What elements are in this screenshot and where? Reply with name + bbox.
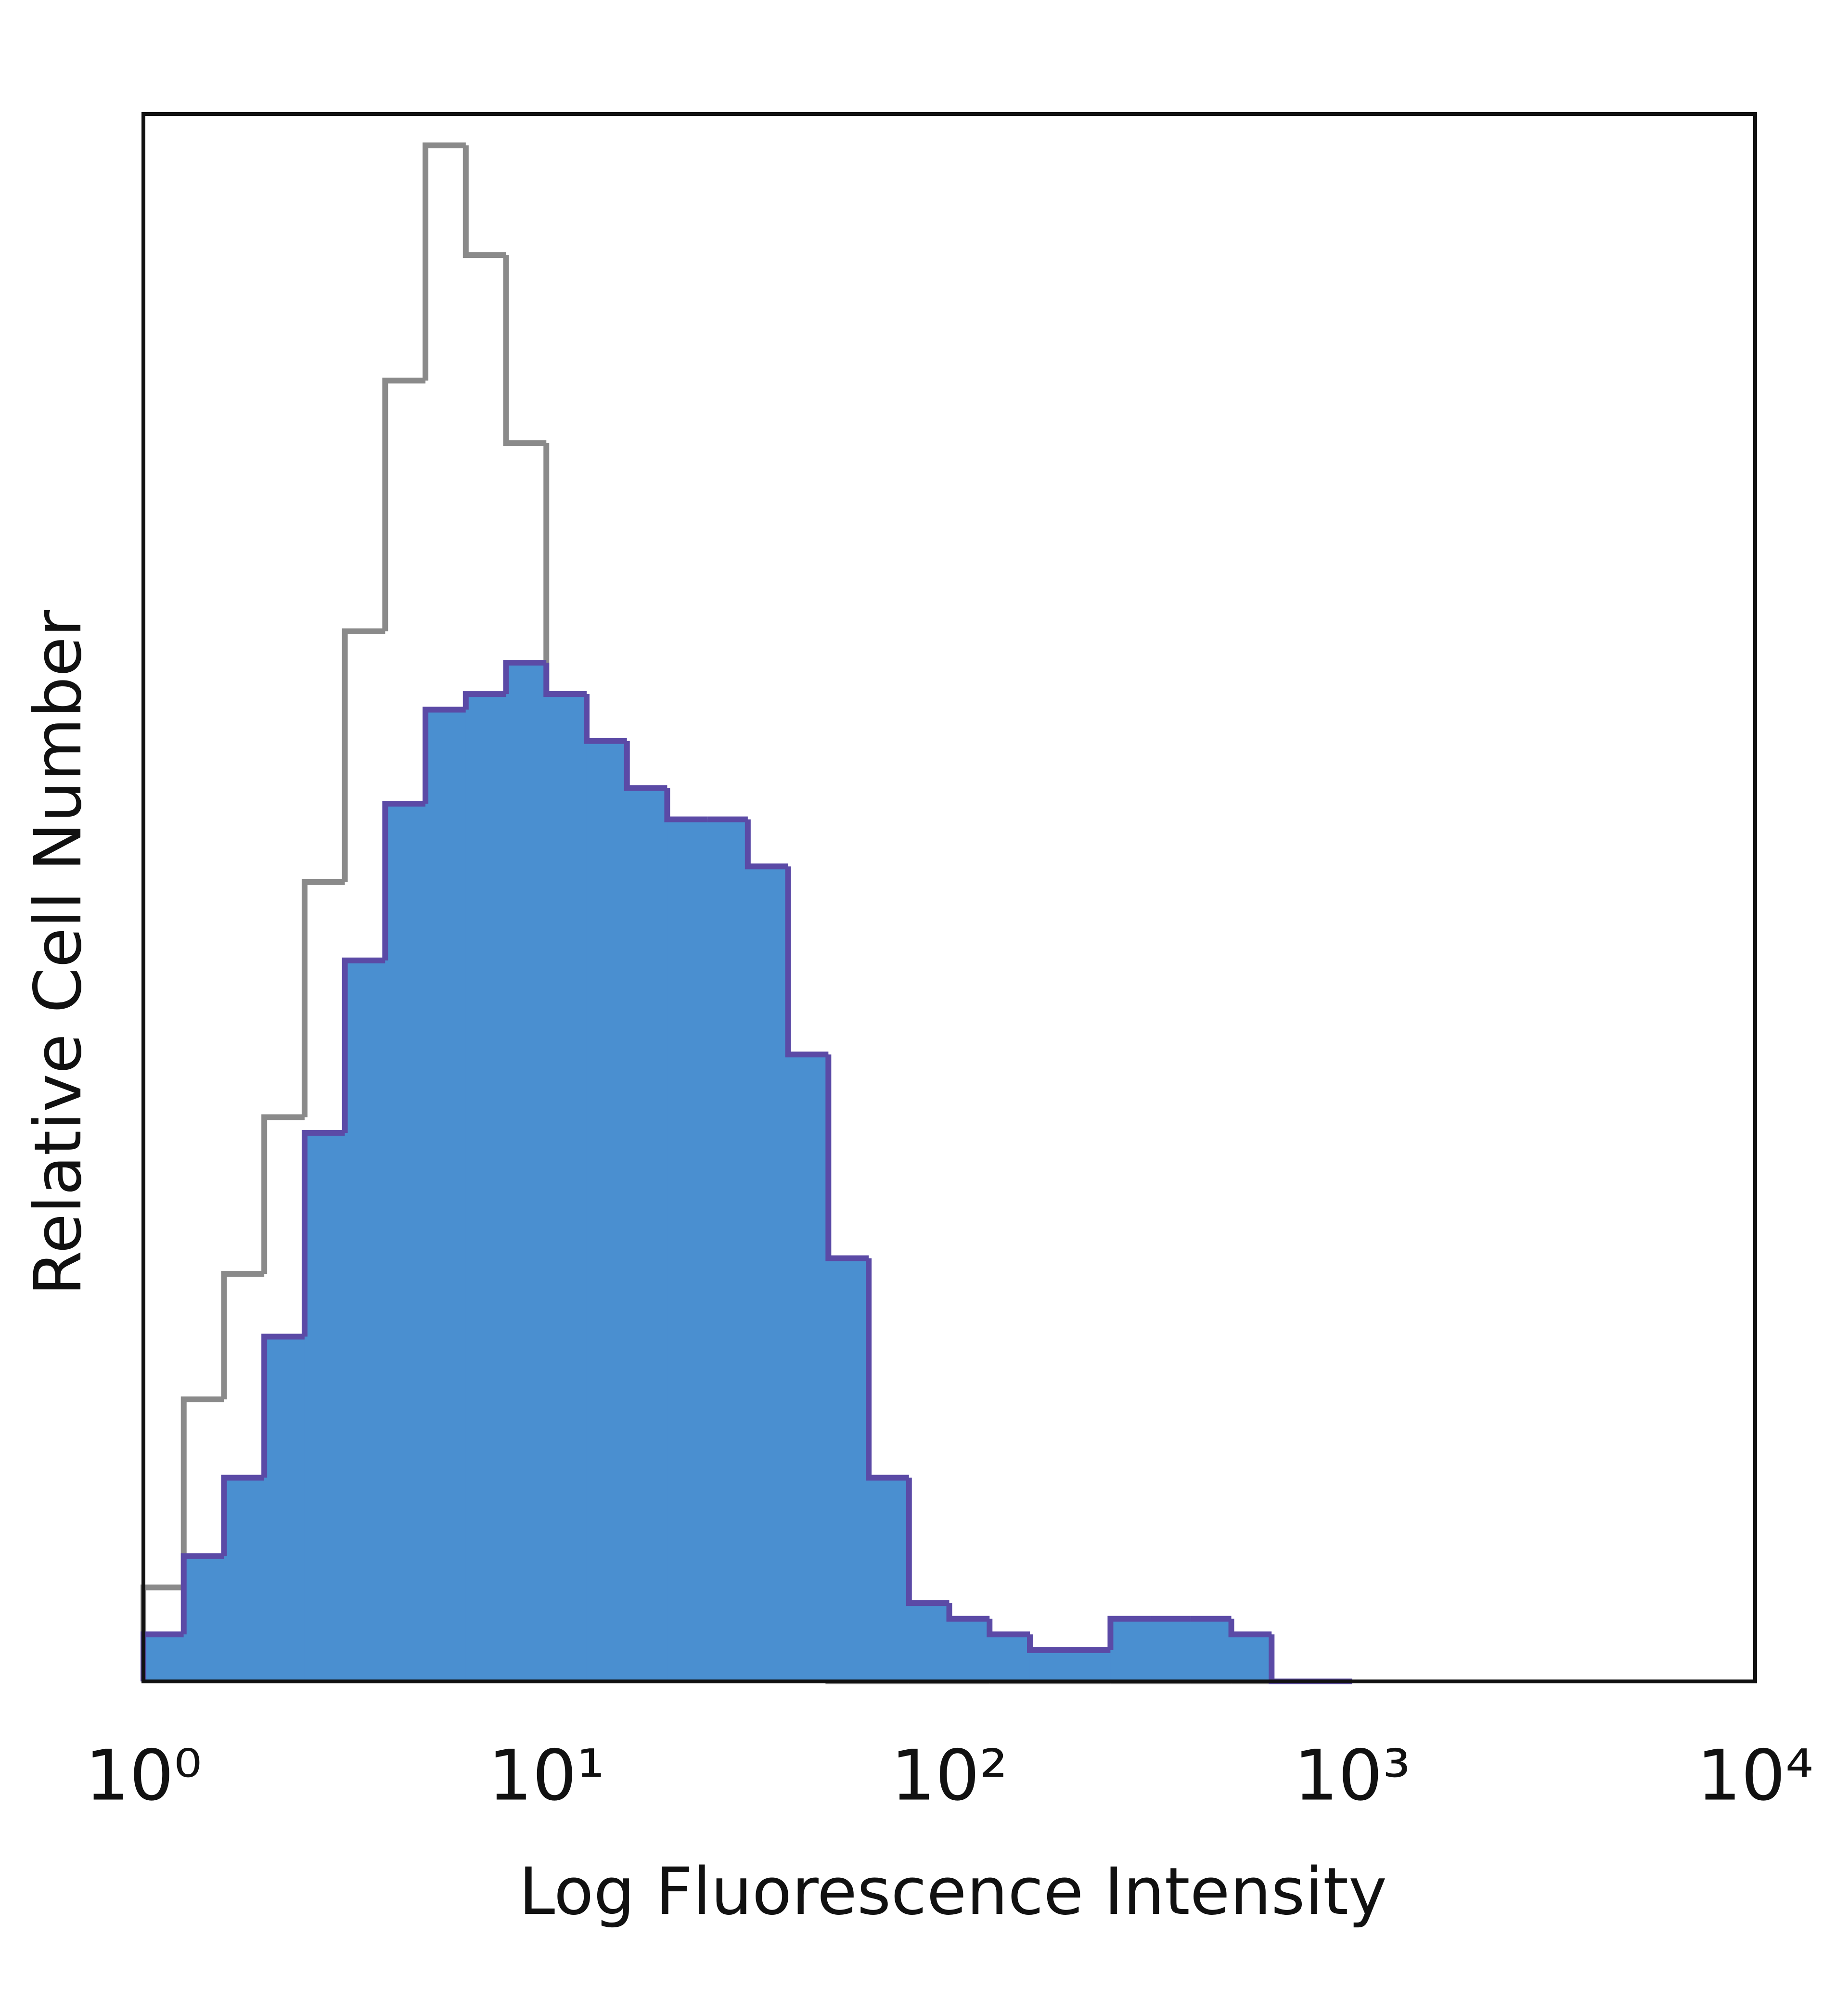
histogram-step [624,741,667,791]
histogram-step [1228,1618,1272,1638]
histogram-step [462,145,506,258]
histogram-bar [707,819,748,1681]
histogram-step [503,255,547,446]
histogram-bar [506,662,547,1681]
x-tick-label: 10⁴ [1697,1735,1814,1817]
histogram-step [946,1603,990,1622]
histogram-step [221,1474,265,1556]
histogram-step [221,1271,265,1399]
histogram-bar [627,788,667,1681]
x-tick-label: 10⁰ [85,1735,202,1817]
y-axis-label: Relative Cell Number [20,610,96,1295]
histogram-bar [143,1634,184,1681]
histogram-step [785,866,829,1058]
histogram-step [866,1258,909,1481]
histogram-bar [345,960,385,1681]
histogram-step [301,879,345,1117]
histogram-step [744,819,788,870]
histogram-step [664,788,708,822]
histogram-bar [1191,1618,1232,1681]
histogram-step [1107,1615,1151,1650]
histogram-step [423,706,466,804]
histogram-step [543,443,587,697]
histogram-step [462,691,506,710]
histogram-step [261,1114,305,1274]
histogram-bar [747,866,789,1681]
histogram-step [180,1396,224,1588]
histogram-bar [788,1054,829,1681]
histogram-bar [264,1336,305,1681]
histogram-bar [465,694,507,1682]
histogram-bar [949,1618,990,1681]
histogram-step [1269,1634,1312,1684]
histogram-step [423,142,466,381]
histogram-bar [1029,1650,1071,1681]
histogram-bar [1151,1618,1192,1681]
histogram-bar [1110,1618,1151,1681]
histogram-step [382,801,426,961]
histogram-bar [828,1258,869,1681]
histogram-step [987,1618,1030,1638]
x-tick-label: 10¹ [488,1735,605,1817]
histogram-step [261,1333,305,1478]
histogram-bar [869,1477,910,1681]
histogram-bar [183,1556,224,1681]
histogram-bar [224,1477,265,1681]
histogram-bar [586,741,628,1681]
histogram-step [584,694,627,744]
histogram-bar [546,694,587,1682]
histogram-bar [1231,1634,1272,1681]
histogram-bar [667,819,708,1681]
filled-histogram [141,659,1352,1684]
histogram-step [301,1130,345,1337]
x-tick-label: 10² [891,1735,1008,1817]
histogram-bar [304,1133,346,1681]
histogram-step [342,957,385,1133]
histogram-step [825,1054,869,1261]
histogram-bar [909,1603,950,1681]
histogram-bar [425,709,466,1681]
histogram-bar [385,804,426,1681]
histogram-bar [989,1634,1030,1681]
histogram-step [543,662,587,697]
x-axis-label: Log Fluorescence Intensity [519,1854,1387,1929]
histogram-step [503,659,547,694]
histogram-step [180,1553,224,1635]
histogram-step [1027,1634,1070,1653]
histogram-step [906,1477,950,1606]
histogram-step [382,377,426,631]
plot-frame [141,112,1757,1683]
histogram-bar [1070,1650,1111,1681]
x-tick-label: 10³ [1294,1735,1411,1817]
histogram-step [342,628,385,882]
